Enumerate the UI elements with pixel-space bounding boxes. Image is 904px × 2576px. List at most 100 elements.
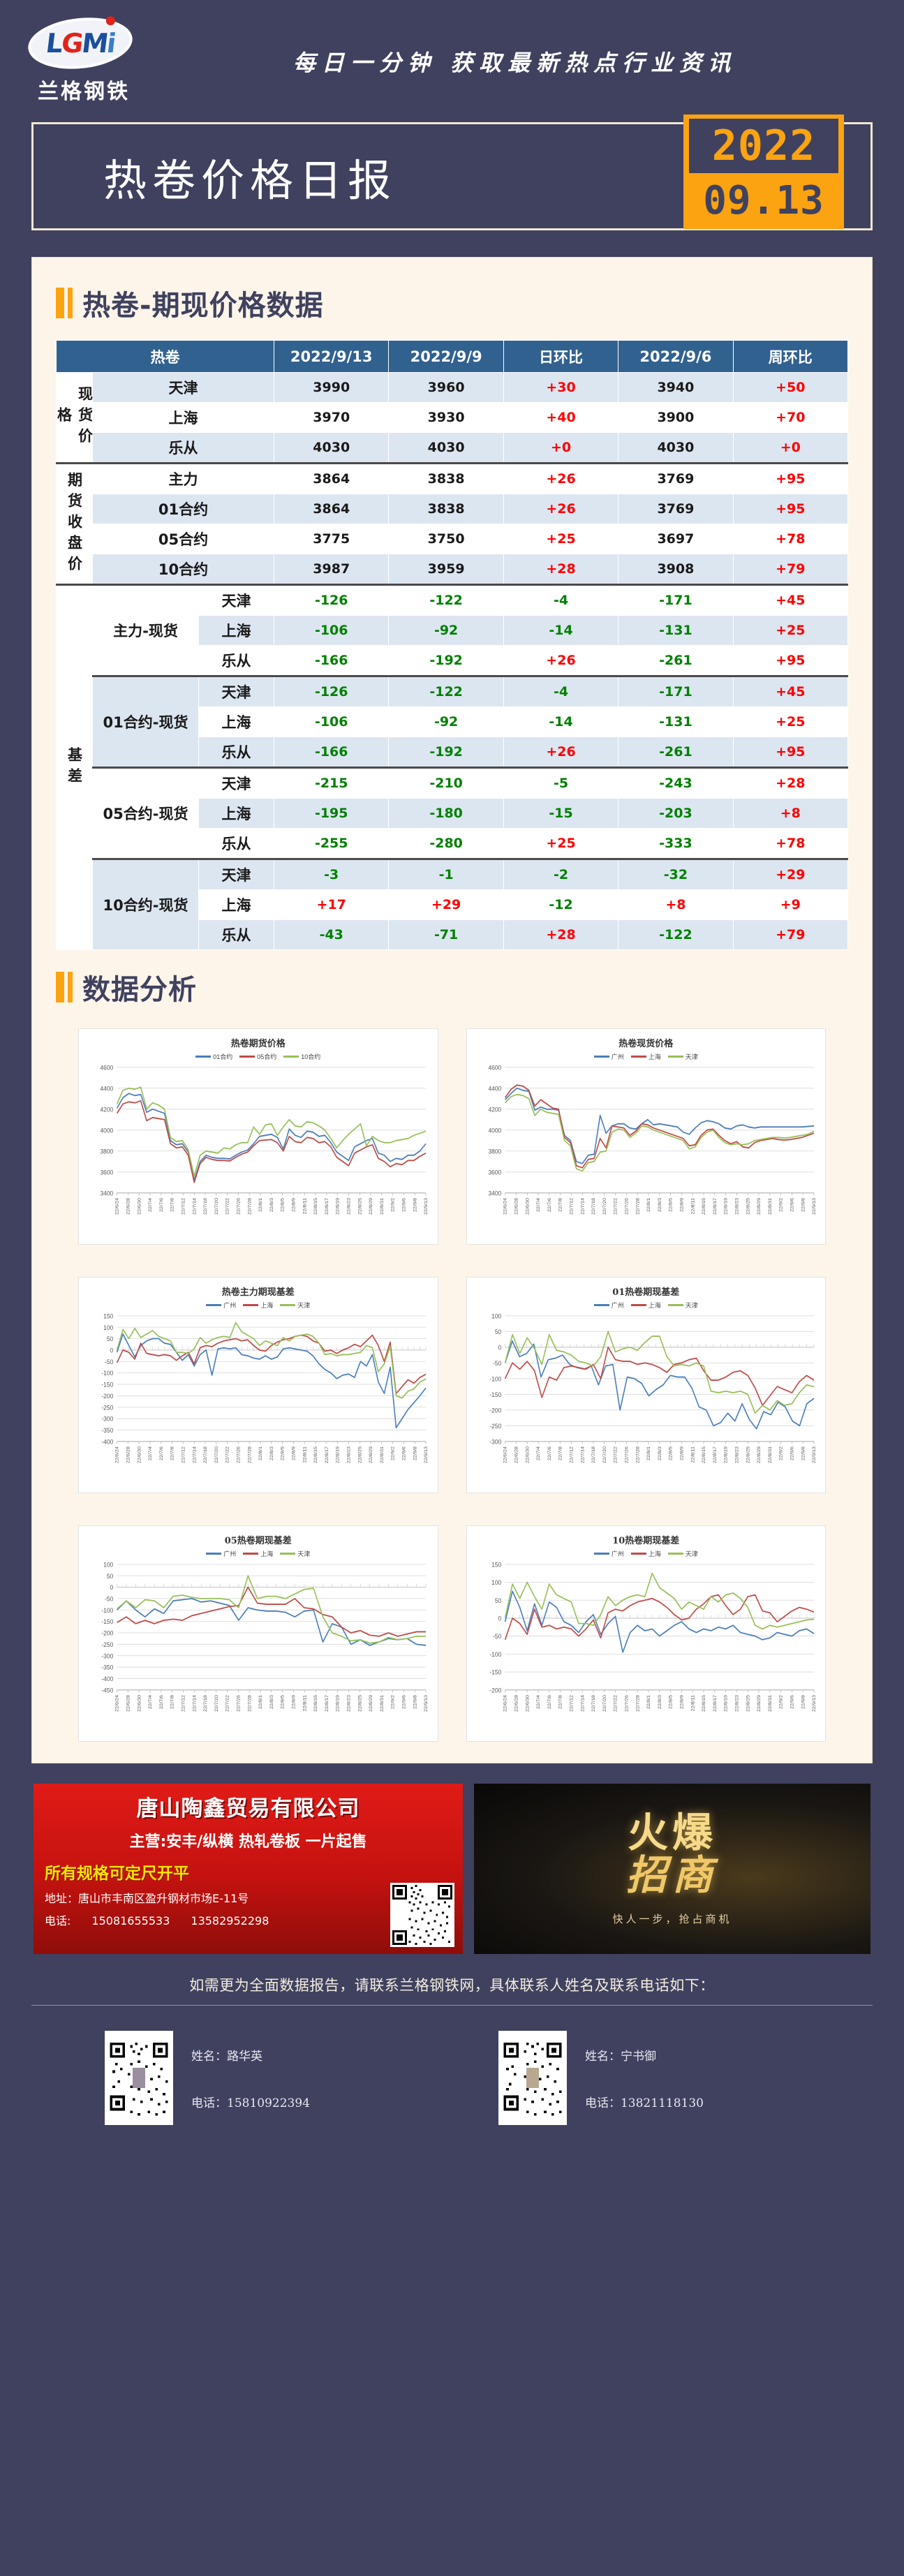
cell-daily-change: +25 [503,524,619,554]
svg-text:150: 150 [103,1312,113,1320]
logo-dot-icon [105,15,116,26]
svg-text:22/6/30: 22/6/30 [525,1695,530,1712]
chart-legend: 广州 上海 天津 [473,1301,820,1310]
cell-value: 4030 [274,432,390,464]
svg-text:22/6/28: 22/6/28 [126,1695,131,1712]
svg-text:-50: -50 [493,1359,501,1367]
cell-value: -171 [618,675,734,707]
basis-block-label: 主力-现货 [92,584,199,676]
svg-text:22/8/17: 22/8/17 [713,1198,718,1215]
svg-text:22/7/12: 22/7/12 [181,1446,186,1463]
svg-text:22/9/2: 22/9/2 [779,1446,784,1460]
svg-text:22/7/14: 22/7/14 [193,1446,198,1463]
ad-hot-line-1: 火爆 [628,1808,718,1856]
svg-text:22/8/15: 22/8/15 [702,1695,706,1712]
svg-text:22/9/2: 22/9/2 [779,1198,784,1212]
cell-value: 3697 [618,524,734,554]
svg-text:-450: -450 [101,1687,113,1694]
contact-tel-value: 15810922394 [227,2096,310,2110]
contact-qr-code-icon[interactable] [105,2031,173,2125]
series-line [504,1346,814,1406]
contact-name-value: 宁书御 [620,2050,656,2064]
svg-text:4400: 4400 [100,1085,113,1093]
cell-value: 3987 [274,554,390,585]
svg-text:22/8/3: 22/8/3 [269,1695,274,1709]
ad-tel-label: 电话: [45,1914,71,1927]
svg-text:22/8/11: 22/8/11 [690,1198,695,1215]
contact-name-value: 路华英 [227,2050,262,2064]
svg-text:22/7/8: 22/7/8 [170,1446,175,1460]
svg-text:22/8/15: 22/8/15 [702,1446,706,1463]
svg-text:22/8/11: 22/8/11 [690,1446,695,1463]
legend-item: 广州 [206,1549,236,1558]
svg-text:22/8/31: 22/8/31 [768,1198,773,1215]
svg-text:22/6/24: 22/6/24 [115,1446,120,1463]
contact-qr-code-icon[interactable] [498,2031,567,2125]
row-label: 天津 [198,675,275,707]
svg-text:22/8/11: 22/8/11 [303,1695,308,1712]
svg-text:22/8/1: 22/8/1 [646,1695,651,1709]
cell-value: 3990 [274,372,390,403]
date-year: 2022 [689,119,838,173]
cell-daily-change: +0 [503,432,619,464]
svg-text:22/9/13: 22/9/13 [812,1446,817,1463]
cell-daily-change: -4 [503,675,619,707]
svg-text:3400: 3400 [488,1190,501,1197]
table-row: 上海 -106 -92 -14 -131 +25 [57,706,849,737]
legend-label: 05合约 [257,1053,277,1060]
series-line [504,1093,814,1172]
svg-text:22/7/8: 22/7/8 [558,1198,563,1212]
legend-swatch-icon [239,1056,255,1058]
svg-text:3800: 3800 [488,1148,501,1155]
svg-text:22/8/11: 22/8/11 [303,1446,308,1463]
legend-swatch-icon [243,1553,259,1555]
table-row: 上海 3970 3930 +40 3900 +70 [57,402,849,433]
svg-text:22/8/29: 22/8/29 [369,1695,373,1712]
legend-label: 天津 [297,1302,311,1309]
svg-text:22/7/22: 22/7/22 [614,1446,618,1463]
table-row: 05合约-现货 天津 -215 -210 -5 -243 +28 [57,767,849,859]
svg-text:-250: -250 [101,1641,113,1648]
svg-text:22/8/23: 22/8/23 [347,1446,352,1463]
legend-item: 01合约 [195,1052,232,1061]
th-date-1: 2022/9/13 [274,340,390,373]
svg-text:22/7/26: 22/7/26 [237,1446,242,1463]
svg-text:-300: -300 [101,1415,113,1423]
svg-text:150: 150 [491,1561,501,1569]
svg-text:22/8/9: 22/8/9 [292,1446,297,1460]
svg-text:22/8/9: 22/8/9 [292,1198,297,1212]
series-line [116,1334,427,1394]
contact-name-line: 姓名：宁书御 [585,2046,704,2064]
table-row: 10合约 3987 3959 +28 3908 +79 [57,554,849,585]
svg-text:22/7/20: 22/7/20 [214,1198,219,1215]
cell-daily-change: -12 [503,889,619,920]
ad-taoxin-trading[interactable]: 唐山陶鑫贸易有限公司 主营:安丰/纵横 热轧卷板 一片起售 所有规格可定尺开平 … [31,1782,466,1956]
date-day: 09.13 [703,178,824,223]
svg-text:22/8/11: 22/8/11 [690,1695,695,1712]
legend-swatch-icon [593,1553,609,1555]
row-label: 上海 [91,402,275,433]
legend-swatch-icon [280,1553,296,1555]
svg-text:3600: 3600 [100,1169,113,1176]
legend-item: 上海 [630,1301,661,1310]
svg-text:3600: 3600 [488,1169,501,1176]
svg-text:22/8/31: 22/8/31 [380,1446,385,1463]
legend-label: 上海 [648,1550,661,1557]
chart-legend: 广州 上海 天津 [473,1052,820,1061]
svg-text:-150: -150 [489,1391,501,1398]
svg-text:22/8/23: 22/8/23 [734,1695,739,1712]
series-line [504,1594,814,1641]
table-row: 上海 -195 -180 -15 -203 +8 [57,798,849,829]
ad-recruitment[interactable]: 火爆 招商 快人一步，抢占商机 [472,1782,873,1956]
ad-qr-code-icon[interactable] [390,1883,455,1947]
svg-text:22/8/29: 22/8/29 [757,1446,762,1463]
svg-text:22/9/8: 22/9/8 [413,1446,418,1460]
analysis-section-title: 数据分析 [82,974,197,1006]
cell-value: 3908 [618,554,734,585]
svg-text:22/8/15: 22/8/15 [313,1695,318,1712]
contact-tel-value: 13821118130 [620,2096,704,2110]
cell-daily-change: -2 [503,858,619,890]
contact-tel-label: 电话： [584,2096,621,2110]
date-badge: 2022 09.13 [683,114,844,229]
legend-swatch-icon [283,1056,299,1058]
